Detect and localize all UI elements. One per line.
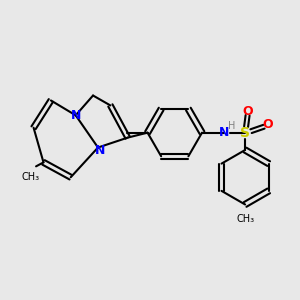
Text: CH₃: CH₃ bbox=[21, 172, 39, 182]
Text: O: O bbox=[242, 105, 253, 119]
Text: CH₃: CH₃ bbox=[236, 214, 254, 224]
Text: H: H bbox=[228, 121, 236, 131]
Text: N: N bbox=[219, 126, 230, 139]
Text: S: S bbox=[240, 126, 250, 140]
Text: N: N bbox=[70, 109, 81, 122]
Text: N: N bbox=[95, 145, 106, 158]
Text: O: O bbox=[262, 118, 273, 131]
